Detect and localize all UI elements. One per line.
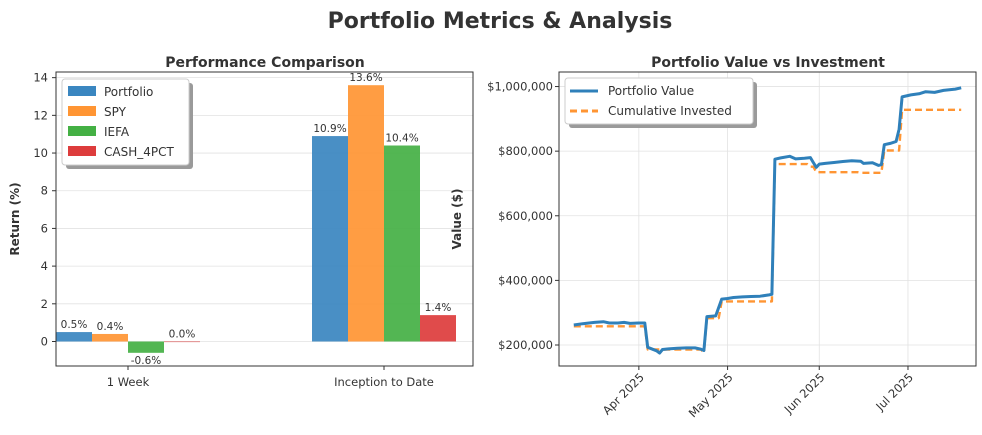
line-cumulative-invested — [573, 108, 962, 354]
left-y-tick-label: 6 — [41, 221, 48, 235]
right-legend: Portfolio Value Cumulative Invested — [564, 77, 757, 128]
right-y-tick-label: $800,000 — [498, 144, 553, 158]
bar-iefa-inception-to-date — [384, 145, 420, 342]
right-y-ticks: $200,000 $400,000 $600,000 $800,000 $1,000,0… — [487, 80, 559, 352]
right-x-tick-label: Apr 2025 — [600, 370, 647, 417]
legend-swatch-cash-4pct — [68, 146, 96, 156]
left-y-tick-label: 8 — [41, 184, 48, 198]
bar-value-label: 10.4% — [385, 133, 418, 145]
legend-label-iefa: IEFA — [104, 125, 130, 139]
bar-value-label: 13.6% — [349, 72, 382, 84]
left-y-tick-label: 14 — [33, 71, 48, 85]
right-y-tick-label: $400,000 — [498, 273, 553, 287]
left-bars — [56, 85, 456, 353]
bar-portfolio-1-week — [56, 332, 92, 342]
legend-swatch-portfolio — [68, 86, 96, 96]
bar-value-label: -0.6% — [131, 355, 161, 367]
bar-value-label: 1.4% — [425, 302, 452, 314]
left-plot-frame — [55, 71, 474, 367]
left-y-tick-label: 4 — [41, 259, 48, 273]
performance-comparison-chart: 0.5% 10.9% 0.4% 13.6% -0.6% 10.4% 0.0% 1.4% 0 2 4… — [8, 55, 474, 389]
bar-value-label: 0.0% — [169, 329, 196, 341]
bar-spy-inception-to-date — [348, 85, 384, 342]
bar-portfolio-inception-to-date — [312, 136, 348, 342]
legend-label-portfolio: Portfolio — [104, 85, 153, 99]
right-legend-box — [564, 77, 754, 125]
bar-iefa-1-week — [128, 341, 164, 353]
figure-title: Portfolio Metrics & Analysis — [328, 9, 673, 34]
legend-label-portfolio-value: Portfolio Value — [608, 84, 694, 98]
left-legend-box — [61, 78, 190, 166]
bar-cash-4pct-inception-to-date — [420, 315, 456, 342]
right-y-axis-label: Value ($) — [450, 188, 464, 249]
left-y-tick-label: 10 — [33, 146, 48, 160]
left-y-tick-label: 2 — [41, 297, 48, 311]
left-y-tick-label: 0 — [41, 335, 48, 349]
bar-value-label: 0.4% — [97, 321, 124, 333]
right-x-ticks: Apr 2025 May 2025 Jun 2025 Jul 2025 — [600, 366, 916, 420]
left-x-ticks: 1 Week Inception to Date — [107, 366, 434, 389]
bar-spy-1-week — [92, 333, 128, 342]
right-y-tick-label: $200,000 — [498, 338, 553, 352]
left-y-axis-label: Return (%) — [8, 182, 22, 255]
right-y-tick-label: $1,000,000 — [487, 80, 553, 94]
line-portfolio-value — [573, 86, 962, 355]
left-y-tick-label: 12 — [33, 108, 48, 122]
right-plot-frame — [558, 71, 977, 367]
legend-swatch-spy — [68, 106, 96, 116]
right-x-tick-label: Jun 2025 — [781, 370, 828, 417]
left-chart-title: Performance Comparison — [165, 55, 365, 71]
left-x-tick-label: Inception to Date — [334, 375, 434, 389]
left-legend: Portfolio SPY IEFA CASH_4PCT — [61, 78, 193, 169]
right-grid — [559, 72, 976, 366]
bar-cash-4pct-1-week — [164, 341, 200, 343]
left-y-ticks: 0 2 4 6 8 10 12 14 — [33, 71, 56, 349]
right-chart-title: Portfolio Value vs Investment — [651, 55, 885, 71]
bar-value-label: 10.9% — [313, 123, 346, 135]
right-x-tick-label: May 2025 — [686, 370, 736, 420]
legend-label-cumulative-invested: Cumulative Invested — [608, 104, 732, 118]
left-x-tick-label: 1 Week — [107, 375, 150, 389]
legend-swatch-iefa — [68, 126, 96, 136]
portfolio-value-chart: $200,000 $400,000 $600,000 $800,000 $1,000,0… — [450, 55, 977, 420]
right-y-tick-label: $600,000 — [498, 209, 553, 223]
legend-label-spy: SPY — [104, 105, 127, 119]
right-lines — [573, 86, 962, 355]
left-data-labels: 0.5% 10.9% 0.4% 13.6% -0.6% 10.4% 0.0% 1.4% — [61, 72, 452, 367]
right-x-tick-label: Jul 2025 — [872, 370, 916, 414]
bar-value-label: 0.5% — [61, 319, 88, 331]
legend-label-cash-4pct: CASH_4PCT — [104, 145, 174, 159]
